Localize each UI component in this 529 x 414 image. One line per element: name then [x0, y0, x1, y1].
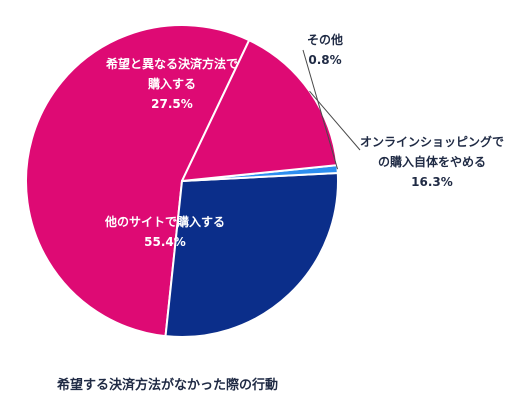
leader-lines — [302, 49, 361, 170]
slice-value-different-payment: 27.5% — [151, 97, 193, 111]
pie-slice-2 — [164, 172, 339, 338]
slice-value-other-site: 55.4% — [144, 235, 186, 249]
slice-label-different-payment: 希望と異なる決済方法で購入する — [105, 56, 238, 91]
pie-slices — [25, 24, 339, 338]
chart-caption: 希望する決済方法がなかった際の行動 — [57, 378, 279, 393]
slice-value-other: 0.8% — [308, 53, 341, 67]
slice-label-stop-shopping: オンラインショッピングでの購入自体をやめる — [360, 134, 504, 169]
pie-slice-1 — [25, 24, 251, 338]
pie-slice-4 — [181, 39, 339, 182]
leader-line-stop-shopping — [309, 90, 361, 151]
pie-chart: 他のサイトで購入する 55.4% 希望と異なる決済方法で購入する 27.5% その他 0.… — [25, 24, 504, 338]
slice-label-other: その他 — [307, 32, 343, 47]
slice-value-stop-shopping: 16.3% — [411, 175, 453, 189]
slice-labels: 他のサイトで購入する 55.4% 希望と異なる決済方法で購入する 27.5% その他 0.… — [104, 32, 504, 249]
leader-line-other — [302, 49, 339, 170]
slice-label-other-site: 他のサイトで購入する — [104, 214, 225, 229]
